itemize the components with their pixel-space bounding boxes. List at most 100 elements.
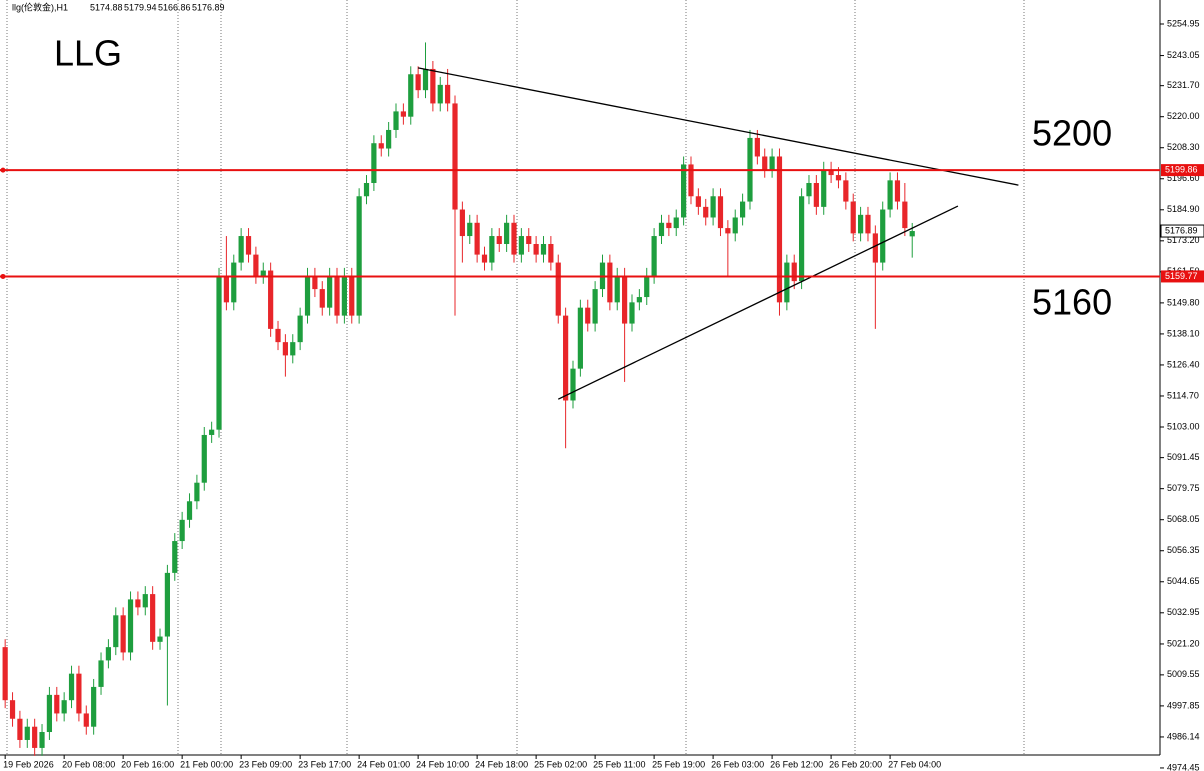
candle-body	[76, 673, 82, 714]
candle-body	[614, 275, 620, 303]
candle-body	[629, 302, 635, 324]
candle-body	[607, 262, 613, 303]
candle-body	[39, 732, 45, 748]
x-tick-label: 20 Feb 08:00	[62, 759, 115, 769]
y-tick-label: 4974.45	[1167, 762, 1200, 771]
y-tick-label: 5208.30	[1167, 142, 1200, 152]
candle-body	[223, 275, 229, 303]
candle-body	[113, 615, 119, 648]
y-tick-label: 5091.45	[1167, 452, 1200, 462]
candle-body	[437, 84, 443, 104]
y-tick-label: 5044.65	[1167, 576, 1200, 586]
x-tick-label: 23 Feb 09:00	[239, 759, 292, 769]
candle-body	[894, 180, 901, 202]
candle-body	[32, 726, 38, 748]
candle-body	[813, 183, 819, 207]
trend-line	[418, 67, 1019, 186]
candle-body	[349, 275, 355, 316]
candle-body	[445, 84, 451, 104]
y-tick-label: 5254.95	[1167, 18, 1200, 28]
candle-body	[459, 209, 465, 237]
candle-body	[253, 254, 259, 276]
candle-body	[157, 636, 163, 642]
candle-body	[312, 275, 318, 290]
x-tick-label: 20 Feb 16:00	[121, 759, 174, 769]
candle-body	[887, 180, 893, 210]
candle-body	[17, 718, 23, 740]
candle-body	[201, 434, 207, 483]
candle-body	[703, 206, 709, 218]
annotation: 5160	[1032, 282, 1112, 323]
candle-body	[467, 222, 473, 237]
candle-body	[481, 254, 488, 263]
ohlc-low: 5166.86	[158, 2, 191, 12]
y-tick-label: 4997.85	[1167, 700, 1200, 710]
candle-body	[651, 236, 657, 276]
candle-body	[260, 270, 266, 276]
candle-body	[275, 328, 281, 343]
y-tick-label: 5009.55	[1167, 669, 1200, 679]
candle-body	[791, 262, 797, 282]
candle-body	[393, 111, 399, 130]
y-tick-label: 5243.05	[1167, 50, 1200, 60]
candle-body	[828, 169, 834, 176]
trend-line	[557, 205, 959, 400]
candle-body	[909, 231, 915, 237]
candle-body	[282, 342, 288, 356]
candle-body	[585, 307, 591, 324]
candle-body	[83, 713, 89, 727]
candle-body	[725, 228, 731, 234]
candle-body	[695, 196, 701, 207]
candle-body	[865, 214, 871, 234]
candle-body	[644, 275, 650, 298]
candle-body	[179, 519, 185, 542]
candle-body	[548, 244, 554, 263]
candle-body	[363, 183, 370, 197]
candle-body	[297, 315, 303, 343]
candle-body	[526, 236, 532, 245]
candle-body	[268, 270, 274, 329]
candle-body	[135, 599, 141, 608]
candle-body	[754, 137, 760, 157]
y-tick-label: 5220.00	[1167, 111, 1200, 121]
candle-body	[666, 222, 672, 229]
candle-body	[717, 196, 724, 229]
candle-body	[98, 660, 104, 687]
y-tick-label: 5103.00	[1167, 421, 1200, 431]
level-marker	[0, 167, 6, 173]
candle-body	[784, 262, 790, 303]
candle-body	[732, 217, 738, 234]
candle-body	[577, 307, 583, 369]
candle-body	[555, 262, 561, 316]
ohlc-open: 5174.88	[90, 2, 123, 12]
candle-body	[850, 201, 856, 234]
candles	[2, 42, 915, 756]
x-tick-label: 26 Feb 03:00	[711, 759, 764, 769]
y-tick-label: 5126.40	[1167, 359, 1200, 369]
candle-body	[24, 726, 30, 740]
y-tick-label: 5138.10	[1167, 328, 1200, 338]
x-tick-label: 25 Feb 19:00	[652, 759, 705, 769]
symbol: llg(伦敦金),H1	[12, 1, 68, 12]
y-tick-label: 5184.90	[1167, 204, 1200, 214]
candle-body	[400, 111, 406, 117]
candle-body	[799, 196, 805, 282]
y-tick-label: 5149.80	[1167, 297, 1200, 307]
candle-body	[570, 368, 576, 401]
x-tick-label: 25 Feb 02:00	[534, 759, 587, 769]
level-label-box	[1161, 270, 1204, 283]
candle-body	[636, 297, 642, 303]
candle-body	[150, 594, 156, 642]
candle-body	[504, 222, 510, 245]
candle-body	[533, 244, 539, 255]
x-tick-label: 26 Feb 20:00	[829, 759, 882, 769]
candle-body	[518, 236, 524, 255]
candle-body	[209, 429, 215, 435]
candle-body	[327, 275, 333, 308]
candle-body	[422, 68, 429, 91]
candle-body	[511, 222, 517, 255]
candle-body	[46, 694, 53, 733]
y-tick-label: 5021.20	[1167, 638, 1200, 648]
candle-body	[622, 275, 628, 324]
